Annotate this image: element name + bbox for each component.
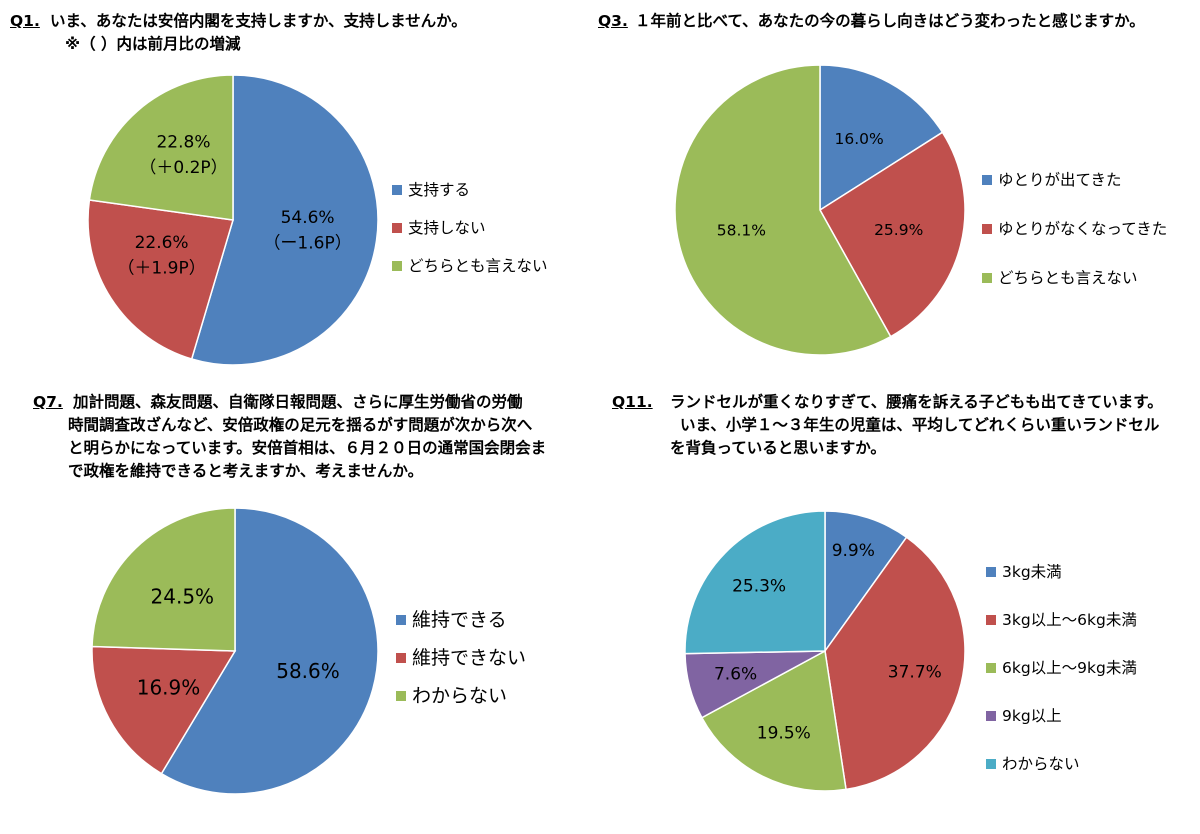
slice-value-label: 25.9% xyxy=(874,221,923,239)
legend-label: どちらとも言えない xyxy=(408,257,548,275)
slice-value-label: 19.5% xyxy=(757,724,811,744)
question-text-line-3: を背負っていると思いますか。 xyxy=(670,439,886,457)
pie-slice xyxy=(91,507,236,652)
legend-swatch xyxy=(396,615,406,625)
legend-swatch xyxy=(986,759,996,769)
legend-swatch xyxy=(986,615,996,625)
pie-slice xyxy=(88,74,234,221)
question-text-line-1: 加計問題、森友問題、自衛隊日報問題、さらに厚生労働省の労働 xyxy=(73,393,523,411)
legend-swatch xyxy=(392,261,402,271)
question-text: いま、あなたは安倍内閣を支持しますか、支持しませんか。 xyxy=(50,12,467,30)
legend-label: わからない xyxy=(1002,755,1080,773)
slice-value-label: 54.6% xyxy=(281,208,335,228)
pie-slice xyxy=(684,650,826,719)
question-number: Q1. xyxy=(10,12,40,30)
legend-label: 維持できる xyxy=(412,609,507,631)
legend-label: 9kg以上 xyxy=(1002,707,1062,725)
legend-swatch xyxy=(986,567,996,577)
slice-value-label: 22.6% xyxy=(135,233,189,253)
question-q7: Q7. 加計問題、森友問題、自衛隊日報問題、さらに厚生労働省の労働 時間調査改ざ… xyxy=(33,391,593,487)
legend-label: 支持しない xyxy=(408,219,486,237)
question-number: Q3. xyxy=(598,12,628,30)
slice-change-label: （＋0.2P） xyxy=(139,158,227,178)
legend-label: ゆとりがなくなってきた xyxy=(998,220,1167,238)
legend-label: 維持できない xyxy=(412,647,526,669)
slice-change-label: （ー1.6P） xyxy=(263,234,351,254)
slice-value-label: 7.6% xyxy=(714,665,757,685)
pie-slice xyxy=(91,645,237,775)
pie-slice xyxy=(819,64,944,212)
legend-swatch xyxy=(396,691,406,701)
legend-label: 6kg以上～9kg未満 xyxy=(1002,659,1137,677)
legend-swatch xyxy=(982,224,992,234)
slice-value-label: 58.6% xyxy=(276,659,340,683)
legend-label: 支持する xyxy=(408,181,470,199)
legend-label: わからない xyxy=(412,685,507,707)
legend-swatch xyxy=(986,663,996,673)
question-text: １年前と比べて、あなたの今の暮らし向きはどう変わったと感じますか。 xyxy=(635,12,1145,30)
slice-value-label: 16.0% xyxy=(834,130,883,148)
question-note: ※（ ）内は前月比の増減 xyxy=(65,35,241,53)
pie-slice xyxy=(824,510,908,654)
question-text-line-1: ランドセルが重くなりすぎて、腰痛を訴える子どもも出てきています。 xyxy=(670,393,1163,411)
legend-label: どちらとも言えない xyxy=(998,269,1138,287)
question-text-line-2: いま、小学１～３年生の児童は、平均してどれくらい重いランドセル xyxy=(680,416,1160,434)
question-q11: Q11. ランドセルが重くなりすぎて、腰痛を訴える子どもも出てきています。 いま… xyxy=(612,391,1198,466)
question-text-line-2: 時間調査改ざんなど、安倍政権の足元を揺るがす問題が次から次へ xyxy=(68,416,533,434)
slice-value-label: 58.1% xyxy=(717,221,766,239)
legend-label: 3kg未満 xyxy=(1002,563,1062,581)
legend-swatch xyxy=(982,175,992,185)
pie-slice xyxy=(824,536,966,791)
pie-slice xyxy=(684,510,826,655)
slice-value-label: 25.3% xyxy=(732,576,786,596)
slice-value-label: 22.8% xyxy=(156,132,210,152)
question-text-line-3: と明らかになっています。安倍首相は、６月２０日の通常国会閉会ま xyxy=(68,439,547,457)
slice-value-label: 37.7% xyxy=(888,663,942,683)
slice-change-label: （＋1.9P） xyxy=(117,259,205,279)
pie-slice xyxy=(674,64,892,356)
legend-swatch xyxy=(396,653,406,663)
pie-slice xyxy=(160,507,379,795)
pie-slice xyxy=(190,74,379,366)
slice-value-label: 9.9% xyxy=(832,541,875,561)
legend-swatch xyxy=(392,223,402,233)
question-q1: Q1. いま、あなたは安倍内閣を支持しますか、支持しませんか。 ※（ ）内は前月… xyxy=(10,10,570,60)
question-text-line-4: で政権を維持できると考えますか、考えませんか。 xyxy=(68,462,424,480)
slice-value-label: 24.5% xyxy=(151,585,215,609)
pie-slice xyxy=(87,199,234,360)
question-number: Q11. xyxy=(612,393,653,411)
legend-swatch xyxy=(986,711,996,721)
pie-slice xyxy=(700,649,847,792)
legend-swatch xyxy=(392,185,402,195)
question-q3: Q3. １年前と比べて、あなたの今の暮らし向きはどう変わったと感じますか。 xyxy=(598,10,1198,36)
slice-value-label: 16.9% xyxy=(137,675,201,699)
legend-swatch xyxy=(982,273,992,283)
legend-label: ゆとりが出てきた xyxy=(998,171,1122,189)
question-number: Q7. xyxy=(33,393,63,411)
legend-label: 3kg以上～6kg未満 xyxy=(1002,611,1137,629)
pie-slice xyxy=(818,131,966,338)
